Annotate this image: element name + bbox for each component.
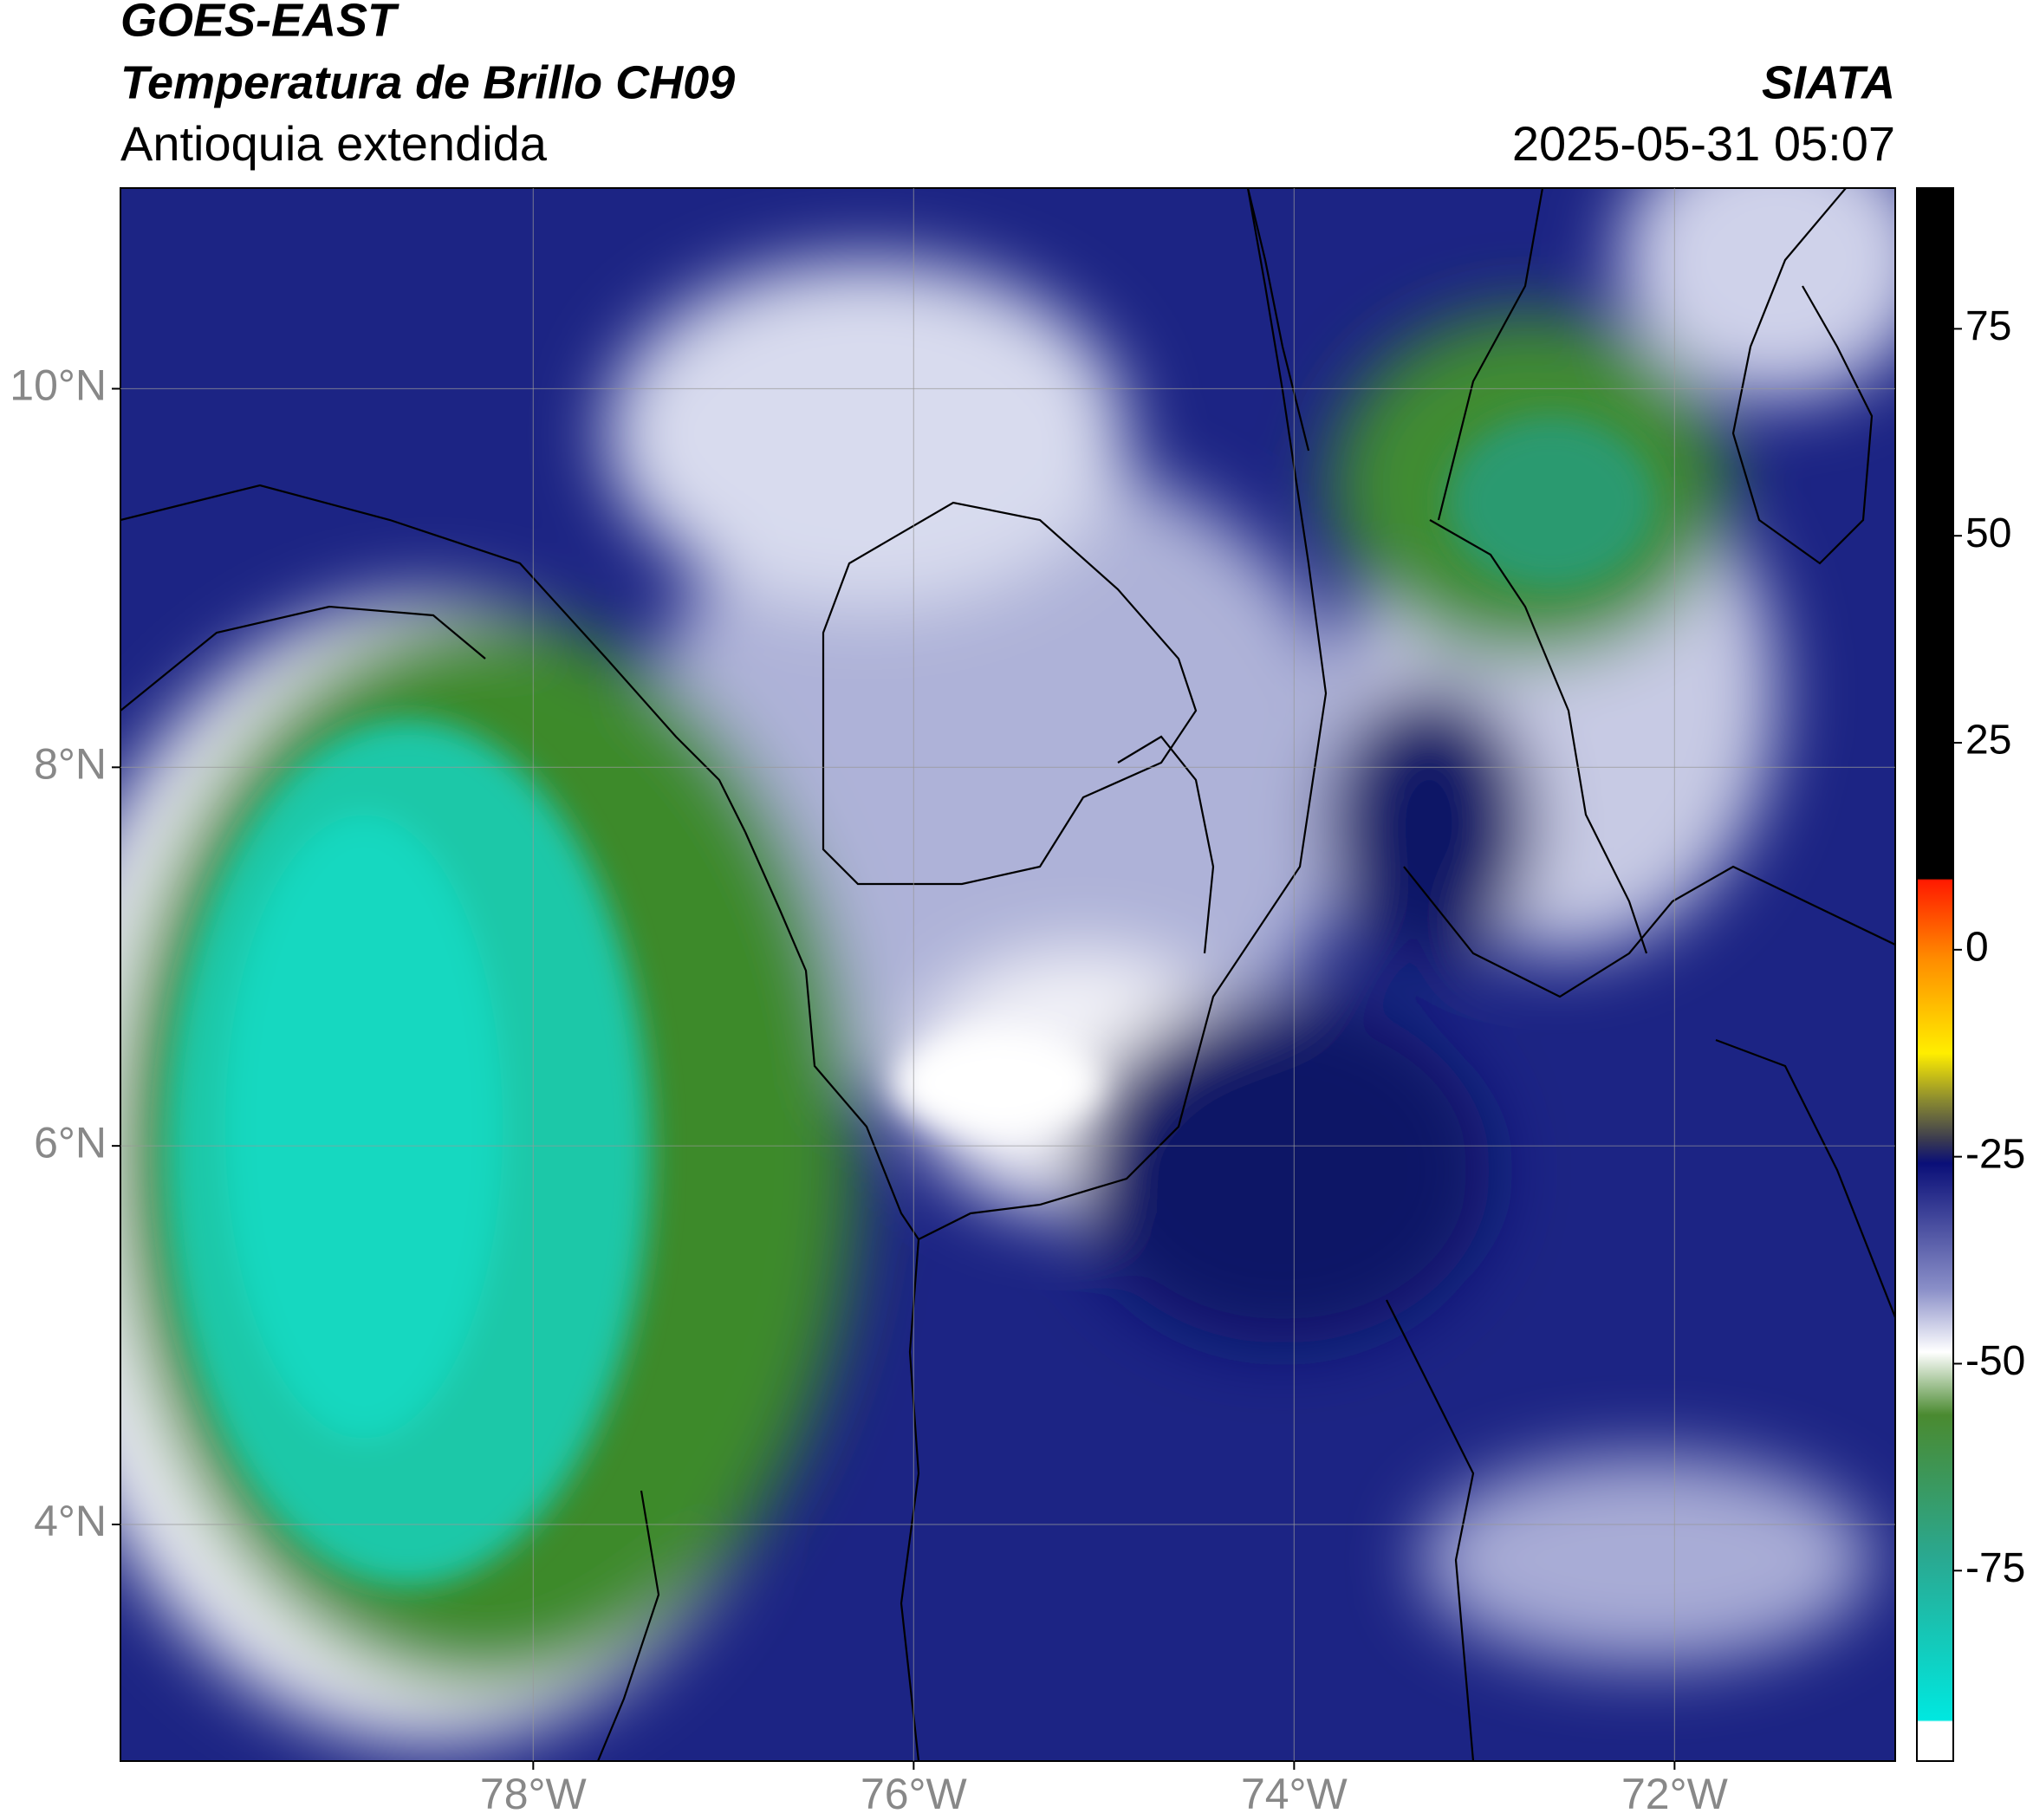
- subtitle-region: Antioquia extendida: [120, 116, 548, 171]
- borders: [120, 188, 1895, 1761]
- lat-tick-label: 10°N: [10, 361, 107, 410]
- satellite-image: [120, 188, 1895, 1761]
- colorbar-tick-label: 75: [1965, 303, 2011, 349]
- source: SIATA: [1762, 56, 1895, 108]
- colorbar-tick-label: -50: [1965, 1338, 2025, 1384]
- lon-tick-label: 78°W: [480, 1770, 588, 1818]
- colorbar-tick-label: 25: [1965, 718, 2011, 764]
- title-product: Temperatura de Brillo CH09: [120, 56, 735, 108]
- lon-tick-label: 74°W: [1241, 1770, 1348, 1818]
- colorbar-tick-label: -75: [1965, 1545, 2025, 1591]
- datetime: 2025-05-31 05:07: [1512, 116, 1895, 171]
- lon-tick-label: 76°W: [861, 1770, 968, 1818]
- colorbar-tick-label: 0: [1965, 925, 1989, 971]
- map-frame: [120, 187, 1896, 1762]
- colorbar-tick-label: 50: [1965, 510, 2011, 556]
- colorbar: [1916, 187, 1954, 1762]
- title-satellite: GOES-EAST: [120, 0, 399, 46]
- lat-tick-label: 6°N: [34, 1118, 107, 1167]
- lat-tick-label: 8°N: [34, 740, 107, 789]
- colorbar-tick-label: -25: [1965, 1131, 2025, 1177]
- lat-tick-label: 4°N: [34, 1497, 107, 1545]
- lon-tick-label: 72°W: [1621, 1770, 1729, 1818]
